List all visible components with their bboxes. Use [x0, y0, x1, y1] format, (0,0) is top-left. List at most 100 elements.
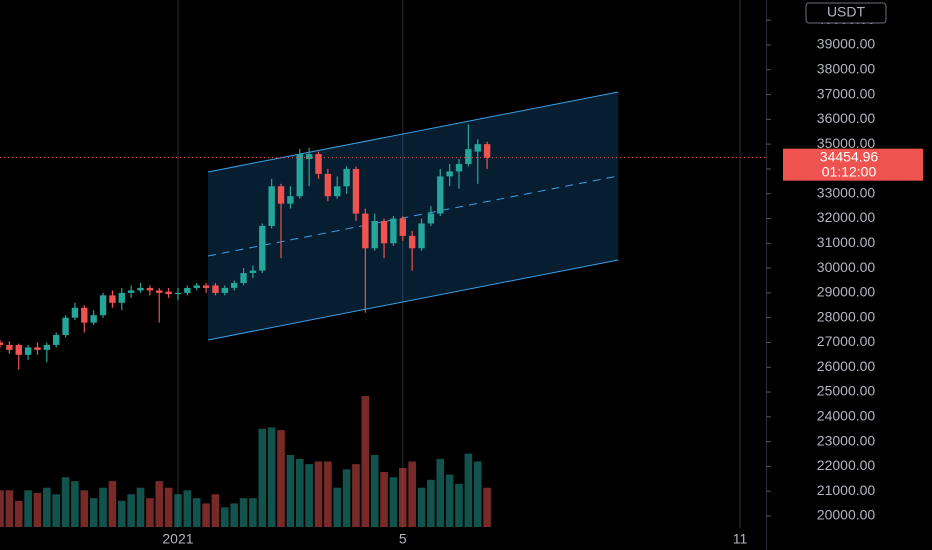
candle-body [240, 273, 247, 283]
y-tick-label: 22000.00 [817, 457, 876, 473]
candle-body [62, 317, 69, 336]
y-tick-label: 20000.00 [817, 507, 876, 523]
volume-bar [436, 458, 445, 527]
volume-bar [239, 498, 248, 527]
candle-body [334, 186, 341, 197]
candle-body [90, 315, 97, 323]
candle-body [221, 287, 229, 293]
volume-bar [417, 487, 426, 527]
candle-body [483, 144, 491, 158]
candle-body [127, 290, 135, 293]
volume-bar [464, 453, 473, 527]
volume-bar [408, 461, 416, 527]
volume-bar [249, 498, 257, 527]
volume-bar [286, 454, 295, 527]
candle-body [81, 307, 88, 323]
volume-bar [295, 458, 304, 527]
y-tick-label: 37000.00 [817, 85, 876, 101]
candle-body [202, 285, 210, 288]
channel-area [207, 91, 619, 340]
candle-body [118, 292, 125, 303]
volume-bar [211, 494, 220, 527]
volume-bar [192, 498, 201, 527]
candle-body [408, 235, 416, 249]
volume-bar [0, 490, 4, 527]
candle-body [99, 295, 107, 316]
volume-bar [52, 494, 61, 527]
candle-body [446, 171, 453, 177]
candle-body [193, 285, 200, 288]
candle-body [465, 149, 472, 164]
volume-bar [361, 396, 370, 527]
volume-bar [89, 498, 98, 527]
volume-bar [473, 461, 482, 527]
candle-body [315, 154, 322, 174]
volume-bar [24, 490, 32, 527]
candle-body [156, 290, 163, 293]
candle-body [146, 287, 154, 291]
candle-body [0, 342, 4, 345]
y-tick-label: 27000.00 [817, 333, 876, 349]
candle-body [268, 186, 275, 226]
y-tick-label: 31000.00 [817, 234, 876, 250]
volume-bar [155, 481, 164, 527]
volume-bar [136, 487, 145, 527]
volume-bar [455, 483, 463, 527]
volume-bar [108, 481, 117, 527]
volume-bar [80, 490, 89, 527]
volume-bar [202, 503, 210, 527]
y-tick-label: 23000.00 [817, 432, 876, 448]
volume-bar [258, 428, 267, 527]
y-tick-label: 25000.00 [817, 383, 876, 399]
candle-body [474, 144, 481, 152]
candle-body [371, 220, 378, 249]
volume-bar [352, 464, 360, 527]
candle-body [390, 218, 397, 244]
volume-bar [221, 507, 229, 527]
candle-body [174, 292, 182, 295]
volume-bar [230, 503, 238, 527]
candle-body [277, 186, 285, 204]
candle-body [324, 173, 332, 197]
candle-body [455, 163, 463, 172]
last-price-label: 34454.96 [820, 148, 879, 164]
candle-body [259, 225, 266, 271]
volume-bar [267, 427, 276, 527]
volume-bar [427, 479, 435, 527]
unit-label: USDT [827, 4, 866, 20]
y-tick-label: 29000.00 [817, 284, 876, 300]
y-tick-label: 36000.00 [817, 110, 876, 126]
x-tick-label: 2021 [162, 531, 193, 547]
candle-body [399, 218, 406, 236]
volume-bar [99, 487, 107, 527]
y-tick-label: 28000.00 [817, 308, 876, 324]
candle-body [24, 347, 32, 355]
volume-bar [398, 468, 407, 527]
volume-bar [277, 430, 285, 527]
volume-bar [380, 471, 388, 527]
volume-bar [324, 461, 332, 527]
candle-body [437, 176, 444, 214]
candle-body [109, 295, 116, 303]
unit-box [805, 2, 887, 24]
candle-body [352, 168, 360, 214]
volume-bar [146, 498, 154, 527]
volume-bar [127, 494, 135, 527]
channel-upper [207, 91, 619, 173]
volume-bar [33, 492, 42, 527]
volume-bar [43, 487, 51, 527]
y-tick-label: 26000.00 [817, 358, 876, 374]
channel-lower [207, 259, 619, 341]
candle-body [184, 287, 191, 293]
candle-body [34, 347, 41, 350]
candle-body [165, 291, 172, 295]
volume-bar [61, 477, 70, 527]
y-tick-label: 39000.00 [817, 36, 876, 52]
candle-body [212, 285, 219, 293]
candle-body [343, 168, 350, 187]
candle-body [305, 154, 313, 160]
volume-bar [14, 500, 23, 527]
volume-bar [333, 487, 342, 527]
y-tick-label: 33000.00 [817, 184, 876, 200]
